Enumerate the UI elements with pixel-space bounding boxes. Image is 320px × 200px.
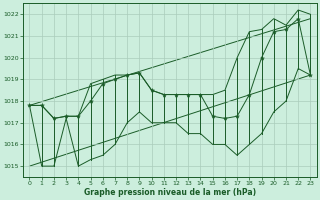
X-axis label: Graphe pression niveau de la mer (hPa): Graphe pression niveau de la mer (hPa) — [84, 188, 256, 197]
